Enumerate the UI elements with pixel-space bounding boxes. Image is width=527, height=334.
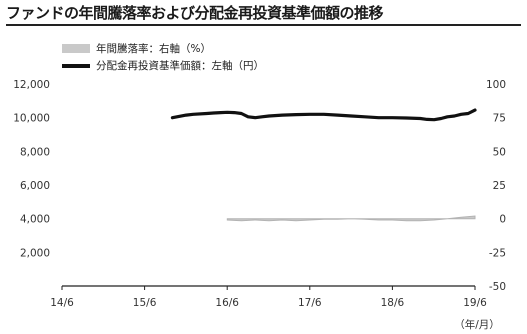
right-axis-tick-label: 100 xyxy=(486,79,506,91)
right-axis-tick-label: 0 xyxy=(499,214,506,226)
right-axis-tick-label: -50 xyxy=(489,281,506,293)
legend-label-nav: 分配金再投資基準価額：左軸（円） xyxy=(96,60,264,72)
left-axis-tick-label: 2,000 xyxy=(20,247,50,259)
x-tick-label: 16/6 xyxy=(215,297,239,309)
left-axis-tick-label: 4,000 xyxy=(20,214,50,226)
legend-item-nav: 分配金再投資基準価額：左軸（円） xyxy=(62,57,264,74)
right-axis-tick-label: 75 xyxy=(493,113,506,125)
x-tick-label: 15/6 xyxy=(133,297,157,309)
x-tick-label: 17/6 xyxy=(298,297,322,309)
x-tick-label: 19/6 xyxy=(463,297,487,309)
left-axis-tick-label: 6,000 xyxy=(20,180,50,192)
nav-line-series xyxy=(170,108,477,122)
legend-label-return: 年間騰落率：右軸（%） xyxy=(96,43,211,55)
left-axis-tick-label: 10,000 xyxy=(13,113,50,125)
legend: 年間騰落率：右軸（%） 分配金再投資基準価額：左軸（円） xyxy=(62,40,264,74)
right-axis-tick-label: -25 xyxy=(489,247,506,259)
legend-item-return: 年間騰落率：右軸（%） xyxy=(62,40,264,57)
legend-swatch-line xyxy=(62,63,90,68)
legend-swatch-area xyxy=(62,44,90,53)
title-underline xyxy=(6,24,521,26)
left-axis-tick-label: 8,000 xyxy=(20,146,50,158)
x-unit-label: （年/月） xyxy=(454,318,500,331)
right-axis-tick-label: 50 xyxy=(493,146,506,158)
x-tick-label: 18/6 xyxy=(381,297,405,309)
return-area-series xyxy=(226,215,476,222)
chart-title: ファンドの年間騰落率および分配金再投資基準価額の推移 xyxy=(6,4,384,22)
left-axis-tick-label: 12,000 xyxy=(13,79,50,91)
right-axis-tick-label: 25 xyxy=(493,180,506,192)
x-tick-label: 14/6 xyxy=(50,297,74,309)
